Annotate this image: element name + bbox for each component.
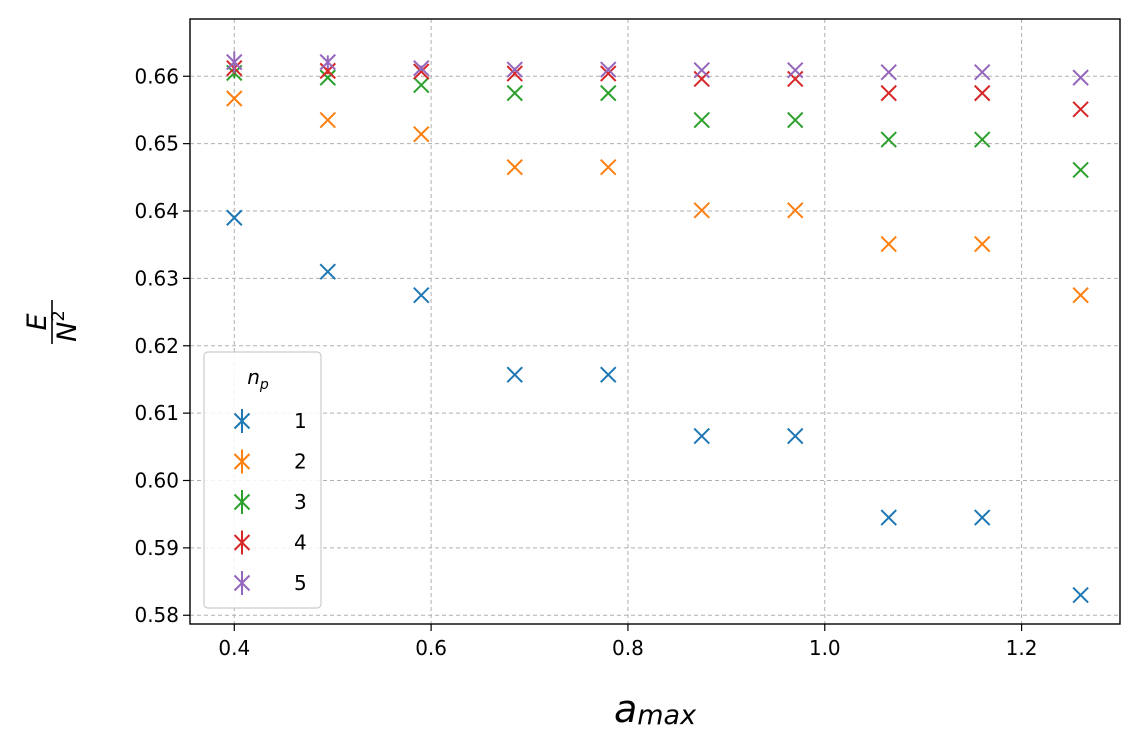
y-axis-label-exponent: 2	[48, 310, 69, 321]
data-point-marker	[600, 159, 617, 176]
legend-title-subscript: p	[259, 377, 269, 393]
data-point-marker	[600, 61, 617, 78]
y-axis-label: E N2	[22, 300, 83, 344]
series-5	[226, 51, 1089, 86]
legend-box	[203, 351, 322, 609]
data-point-marker	[319, 69, 336, 86]
plot-frame	[189, 18, 1121, 625]
series-1	[226, 209, 1089, 604]
y-tick-label: 0.66	[134, 64, 179, 88]
x-tick-label: 1.2	[1006, 636, 1038, 660]
legend-entry: 4	[233, 530, 307, 555]
legend-marker	[233, 574, 251, 592]
data-point-marker	[413, 287, 430, 304]
y-tick-label: 0.59	[134, 536, 179, 560]
data-point-marker	[693, 202, 710, 219]
y-tick-label: 0.63	[134, 266, 179, 290]
x-tick-label: 1.0	[809, 636, 841, 660]
data-point-marker	[506, 65, 523, 82]
legend-label: 4	[294, 531, 307, 555]
data-point-marker	[1072, 161, 1089, 179]
data-point-marker	[413, 59, 430, 77]
y-tick-label: 0.64	[134, 199, 179, 223]
legend-marker	[233, 493, 251, 511]
data-marks	[226, 51, 1089, 604]
y-tick-label: 0.62	[134, 334, 179, 358]
y-tick-label: 0.61	[134, 401, 179, 425]
data-point-marker	[506, 84, 523, 102]
data-point-marker	[974, 509, 991, 526]
data-point-marker	[413, 76, 430, 94]
y-tick-label: 0.58	[134, 603, 179, 627]
data-point-marker	[413, 63, 430, 80]
data-point-marker	[880, 64, 897, 81]
data-point-marker	[413, 125, 430, 143]
data-point-marker	[693, 427, 710, 445]
legend-entries: 1 2 3 4 5	[233, 409, 307, 595]
data-point-marker	[787, 427, 804, 445]
data-point-marker	[600, 84, 617, 102]
data-point-marker	[1072, 101, 1089, 118]
legend-label: 2	[294, 450, 307, 474]
data-point-marker	[226, 209, 243, 226]
y-tick-label: 0.60	[134, 468, 179, 492]
data-point-marker	[506, 366, 523, 383]
legend-marker	[233, 534, 251, 551]
data-point-marker	[506, 61, 523, 78]
data-point-marker	[600, 65, 617, 82]
legend-title: np	[247, 365, 269, 393]
x-axis-label: amax	[614, 687, 697, 731]
x-tick-label: 0.6	[415, 636, 447, 660]
x-tick-label: 0.8	[612, 636, 644, 660]
data-point-marker	[880, 84, 897, 102]
data-point-marker	[787, 202, 804, 219]
data-point-marker	[600, 366, 617, 383]
data-point-marker	[319, 263, 336, 280]
legend-entry: 2	[233, 449, 307, 474]
legend-marker	[233, 453, 251, 470]
legend-label: 3	[294, 490, 307, 514]
legend-title-main: n	[247, 365, 260, 389]
data-point-marker	[226, 53, 243, 71]
data-point-marker	[319, 111, 336, 129]
legend-entry: 5	[233, 571, 307, 595]
data-point-marker	[693, 61, 710, 79]
y-axis-label-denominator: N	[52, 322, 83, 342]
data-point-marker	[787, 61, 804, 79]
x-axis-label-subscript: max	[637, 700, 697, 731]
data-point-marker	[974, 235, 991, 253]
data-point-marker	[880, 131, 897, 148]
data-point-marker	[974, 131, 991, 148]
legend-label: 1	[294, 409, 307, 433]
x-tick-label: 0.4	[218, 636, 250, 660]
y-tick-label: 0.65	[134, 132, 179, 156]
series-2	[226, 90, 1089, 304]
legend: np 1 2 3 4 5	[203, 351, 322, 609]
data-point-marker	[1072, 69, 1089, 86]
data-point-marker	[974, 84, 991, 102]
data-point-marker	[1072, 586, 1089, 604]
data-point-marker	[319, 53, 336, 71]
data-point-marker	[787, 111, 804, 129]
legend-entry: 3	[233, 490, 307, 514]
data-point-marker	[693, 111, 710, 129]
data-point-marker	[226, 90, 243, 107]
legend-entry: 1	[233, 409, 307, 433]
data-point-marker	[506, 159, 523, 176]
legend-marker	[233, 412, 251, 430]
y-axis-label-denominator-group: N2	[48, 310, 83, 342]
data-point-marker	[974, 64, 991, 81]
grid	[190, 19, 1120, 624]
series-3	[226, 64, 1089, 179]
data-point-marker	[880, 509, 897, 526]
legend-label: 5	[294, 571, 307, 595]
data-point-marker	[1072, 287, 1089, 304]
axis-ticks: 0.4 0.6 0.8 1.0 1.2 0.58 0.59 0.60 0.61 0.62 0.63 0…	[134, 64, 1037, 660]
x-axis-label-main: a	[614, 687, 637, 731]
data-point-marker	[880, 235, 897, 253]
y-axis-label-numerator: E	[22, 313, 53, 330]
